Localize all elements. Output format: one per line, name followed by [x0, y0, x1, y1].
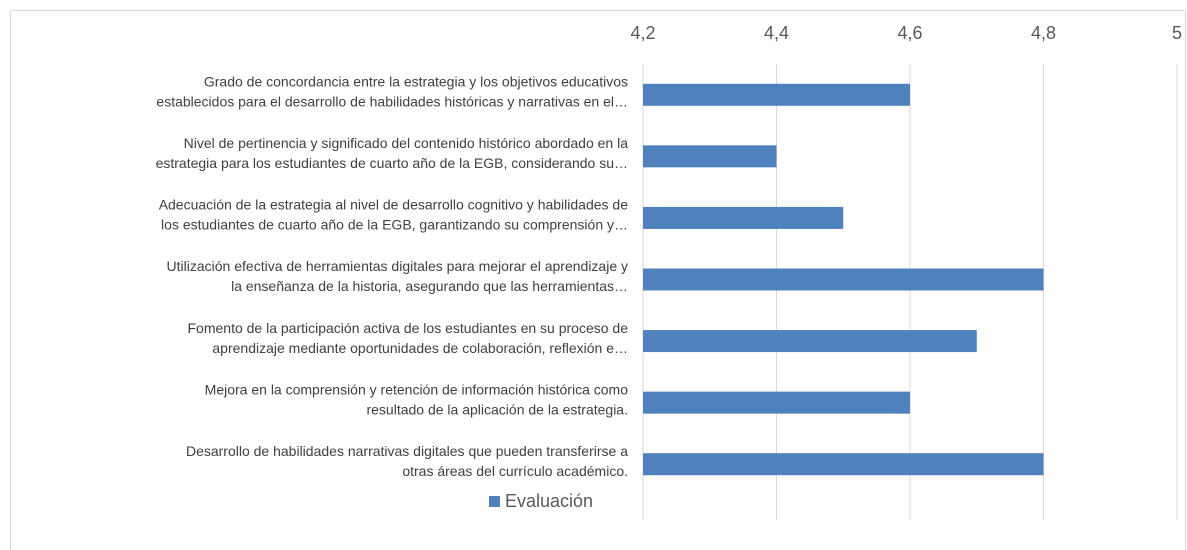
y-tick-label: Mejora en la comprensión y retención de …: [205, 381, 629, 397]
bar: [643, 145, 777, 168]
y-tick-label: Adecuación de la estrategia al nivel de …: [159, 197, 629, 213]
bar: [643, 83, 910, 106]
y-tick-label: los estudiantes de cuarto año de la EGB,…: [161, 217, 628, 233]
x-tick-label: 4,6: [897, 23, 922, 43]
y-tick-label: Fomento de la participación activa de lo…: [188, 320, 629, 336]
y-tick-label: Utilización efectiva de herramientas dig…: [167, 258, 628, 274]
y-tick-label: la enseñanza de la historia, asegurando …: [231, 278, 628, 294]
bar: [643, 453, 1044, 476]
bar: [643, 268, 1044, 291]
x-tick-label: 4,4: [764, 23, 789, 43]
x-tick-label: 4,8: [1031, 23, 1056, 43]
y-tick-label: Nivel de pertinencia y significado del c…: [184, 135, 629, 151]
y-tick-label: estrategia para los estudiantes de cuart…: [156, 155, 628, 171]
bar: [643, 206, 844, 229]
y-tick-label: aprendizaje mediante oportunidades de co…: [212, 340, 628, 356]
x-tick-label: 4,2: [630, 23, 655, 43]
legend-label: Evaluación: [505, 491, 593, 511]
y-tick-label: Grado de concordancia entre la estrategi…: [204, 73, 628, 89]
x-tick-label: 5: [1172, 23, 1182, 43]
y-tick-label: resultado de la aplicación de la estrate…: [366, 401, 628, 417]
y-tick-label: otras áreas del currículo académico.: [402, 463, 628, 479]
legend-swatch: [489, 496, 500, 507]
y-tick-label: Desarrollo de habilidades narrativas dig…: [186, 443, 628, 459]
bar: [643, 391, 910, 414]
bar: [643, 330, 977, 353]
y-tick-label: establecidos para el desarrollo de habil…: [156, 93, 628, 109]
